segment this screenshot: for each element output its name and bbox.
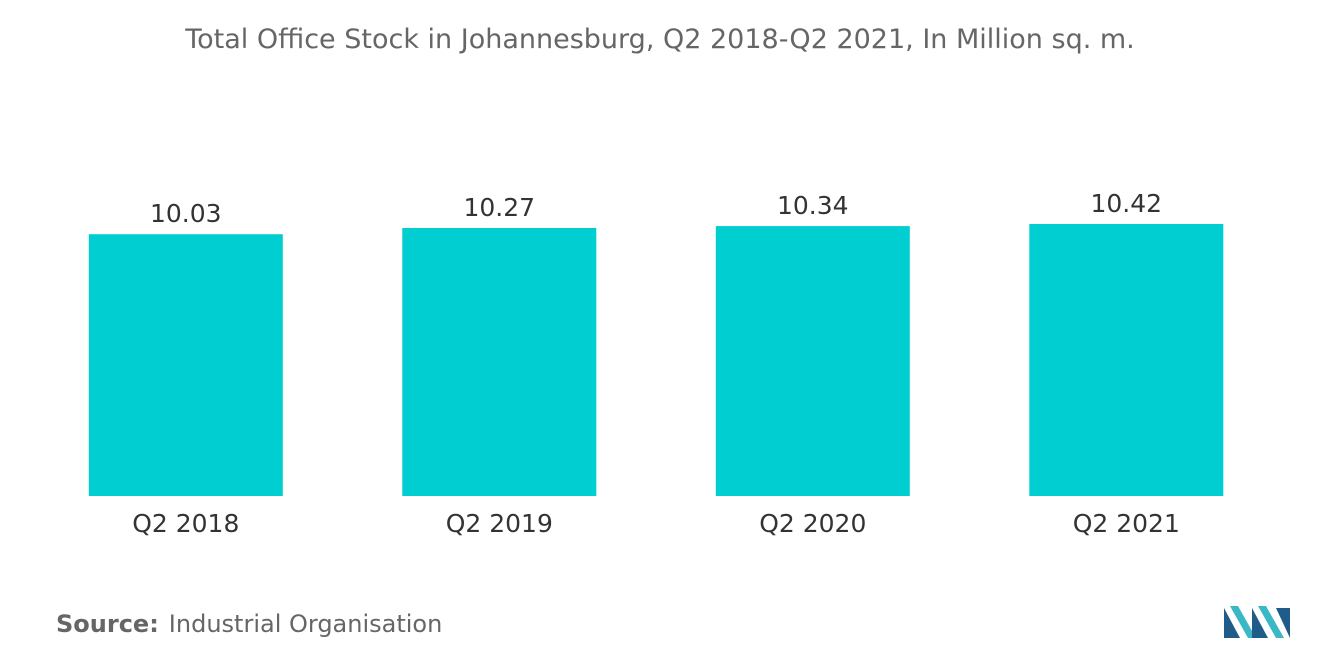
bar-q2-2019: [402, 228, 597, 496]
bar-q2-2021: [1029, 224, 1224, 496]
source-label: Source:: [56, 610, 159, 638]
value-labels-group: 10.03 10.27 10.34 10.42: [150, 189, 1162, 228]
source-text: Industrial Organisation: [168, 610, 443, 638]
bar-q2-2020: [715, 226, 910, 496]
bars-group: [88, 224, 1224, 496]
bar-q2-2018: [88, 234, 283, 496]
x-tick-label: Q2 2021: [1073, 509, 1180, 538]
bar-value-label: 10.03: [150, 199, 222, 228]
bar-value-label: 10.42: [1091, 189, 1163, 218]
chart-title: Total Office Stock in Johannesburg, Q2 2…: [185, 24, 1135, 55]
bar-value-label: 10.34: [777, 191, 849, 220]
x-tick-label: Q2 2020: [759, 509, 866, 538]
source-footer: Source: Industrial Organisation: [56, 610, 442, 638]
x-tick-label: Q2 2018: [132, 509, 239, 538]
bar-value-label: 10.27: [464, 193, 536, 222]
x-axis-tick-labels: Q2 2018 Q2 2019 Q2 2020 Q2 2021: [132, 509, 1180, 538]
x-tick-label: Q2 2019: [446, 509, 553, 538]
brand-logo-icon: [1224, 606, 1290, 638]
bar-chart: 10.03 10.27 10.34 10.42 Q2 2018 Q2 2019 Q2 20…: [88, 189, 1224, 538]
